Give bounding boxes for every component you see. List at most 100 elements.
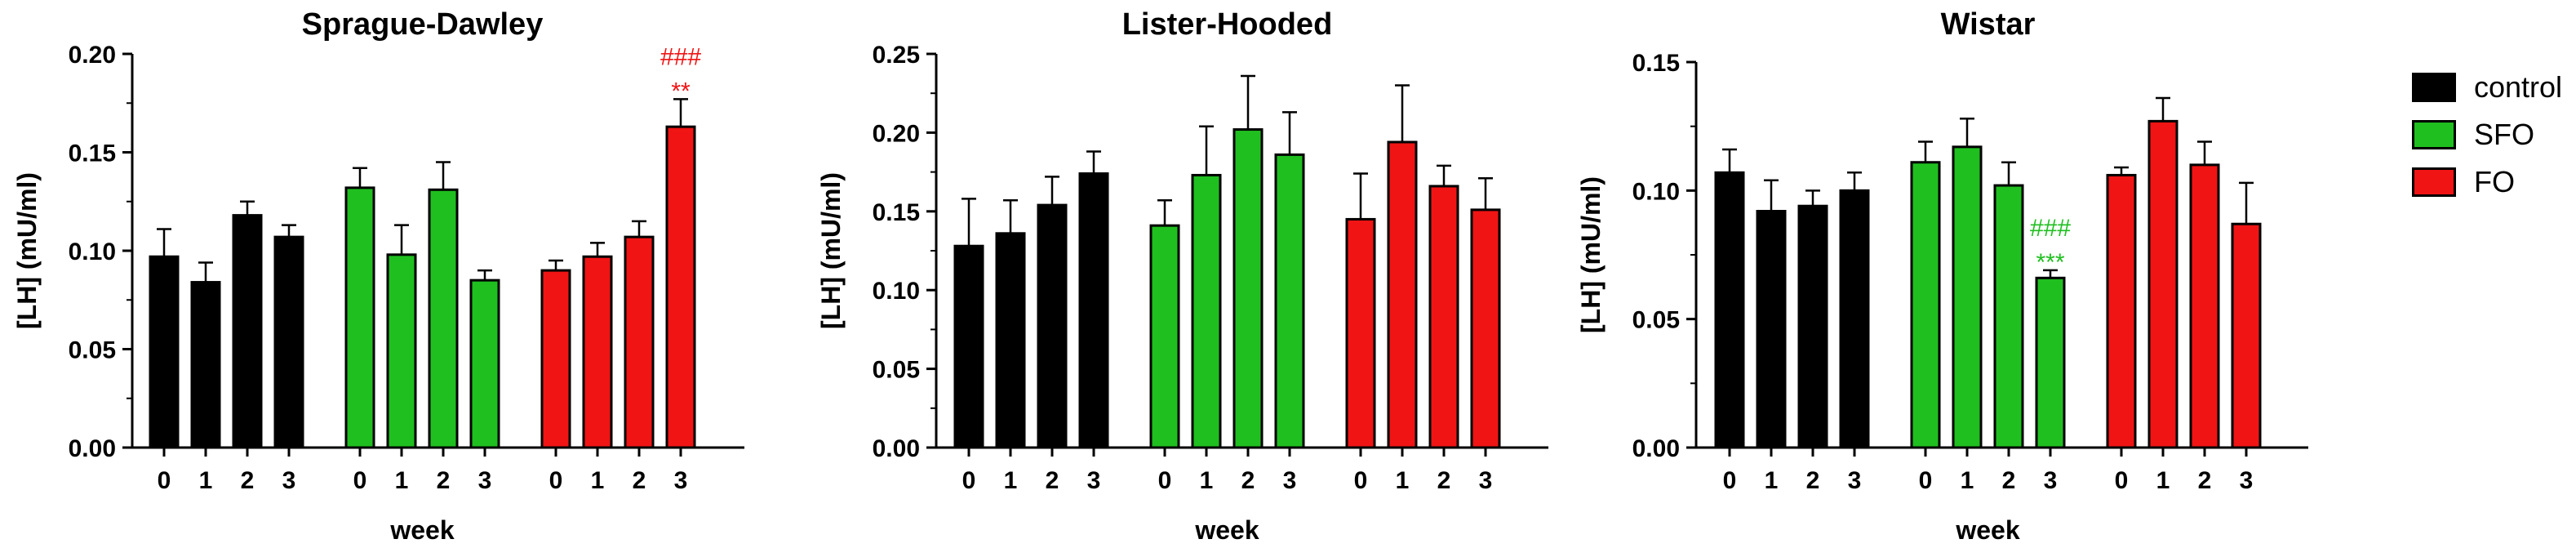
- significance-marker: ###: [660, 43, 701, 70]
- x-tick-label: 1: [1961, 467, 1974, 494]
- bar-fo-week-3: [665, 125, 696, 449]
- bar-control-week-2: [1037, 203, 1068, 449]
- legend-swatch-fo: [2412, 167, 2456, 197]
- legend: control SFO FO: [2412, 64, 2562, 206]
- x-tick-label: 1: [199, 467, 213, 494]
- y-tick-label: 0.15: [873, 199, 920, 226]
- y-tick-label: 0.20: [69, 42, 116, 69]
- legend-label-sfo: SFO: [2474, 118, 2535, 151]
- bar-sfo-week-1: [386, 253, 417, 449]
- bar-fo-week-2: [2189, 163, 2220, 449]
- x-tick-label: 0: [549, 467, 563, 494]
- x-tick-label: 3: [282, 467, 296, 494]
- y-tick-label: 0.00: [1632, 435, 1680, 462]
- x-tick-label: 1: [1396, 467, 1410, 494]
- legend-swatch-control: [2412, 73, 2456, 102]
- bar-sfo-week-0: [1149, 224, 1180, 449]
- bar-fo-week-0: [540, 269, 571, 449]
- chart-title: Wistar: [1941, 7, 2036, 42]
- bar-sfo-week-1: [1952, 145, 1983, 449]
- x-tick-label: 2: [1046, 467, 1059, 494]
- bar-sfo-week-3: [469, 278, 500, 449]
- bar-control-week-3: [1839, 189, 1870, 449]
- bar-sfo-week-2: [1993, 184, 2024, 449]
- bar-control-week-1: [190, 281, 221, 449]
- bar-sfo-week-1: [1191, 173, 1222, 449]
- x-tick-label: 3: [1087, 467, 1101, 494]
- bar-sfo-week-3: [1274, 153, 1305, 449]
- x-tick-label: 0: [353, 467, 367, 494]
- x-tick-label: 1: [1200, 467, 1214, 494]
- x-axis-label: week: [1955, 515, 2019, 545]
- bar-sfo-week-2: [1232, 128, 1264, 449]
- bar-control-week-1: [995, 232, 1026, 449]
- y-tick-label: 0.05: [69, 337, 116, 364]
- bar-control-week-1: [1756, 210, 1787, 449]
- x-tick-label: 3: [2044, 467, 2058, 494]
- legend-item-control: control: [2412, 64, 2562, 111]
- x-tick-label: 2: [1437, 467, 1451, 494]
- bar-sfo-week-2: [428, 188, 459, 449]
- bar-control-week-0: [953, 244, 984, 449]
- x-tick-label: 2: [1806, 467, 1820, 494]
- bar-fo-week-3: [1470, 208, 1501, 449]
- bar-fo-week-2: [624, 235, 655, 449]
- y-tick-label: 0.15: [69, 140, 116, 167]
- bar-control-week-0: [1714, 171, 1745, 449]
- x-tick-label: 0: [1919, 467, 1933, 494]
- y-tick-label: 0.10: [873, 278, 920, 305]
- x-tick-label: 1: [395, 467, 409, 494]
- x-tick-label: 3: [1479, 467, 1493, 494]
- significance-marker: **: [671, 78, 691, 105]
- x-tick-label: 3: [478, 467, 492, 494]
- y-tick-label: 0.00: [873, 435, 920, 462]
- y-tick-label: 0.05: [1632, 307, 1680, 334]
- x-tick-label: 0: [158, 467, 171, 494]
- bar-sfo-week-0: [344, 186, 375, 449]
- x-tick-label: 3: [2240, 467, 2254, 494]
- bar-control-week-2: [1797, 204, 1828, 449]
- y-tick-label: 0.00: [69, 435, 116, 462]
- significance-marker: ###: [2030, 215, 2071, 242]
- legend-swatch-sfo: [2412, 120, 2456, 149]
- x-tick-label: 3: [1283, 467, 1297, 494]
- bar-sfo-week-3: [2035, 276, 2066, 449]
- bar-control-week-3: [1078, 172, 1109, 449]
- x-tick-label: 1: [591, 467, 605, 494]
- bar-control-week-3: [273, 235, 304, 449]
- x-tick-label: 1: [2156, 467, 2170, 494]
- bar-fo-week-0: [2106, 173, 2137, 449]
- y-axis-label: [LH] (mU/ml): [1576, 176, 1606, 333]
- chart-title: Sprague-Dawley: [302, 7, 544, 42]
- bar-fo-week-1: [2147, 119, 2178, 449]
- x-tick-label: 0: [1723, 467, 1737, 494]
- bar-sfo-week-0: [1910, 161, 1941, 449]
- x-tick-label: 2: [2002, 467, 2016, 494]
- significance-marker: ***: [2036, 249, 2064, 276]
- legend-label-control: control: [2474, 70, 2563, 104]
- y-tick-label: 0.25: [873, 42, 920, 69]
- x-tick-label: 2: [437, 467, 451, 494]
- x-tick-label: 2: [1241, 467, 1255, 494]
- x-tick-label: 1: [1004, 467, 1018, 494]
- y-tick-label: 0.15: [1632, 50, 1680, 77]
- y-tick-label: 0.10: [69, 238, 116, 265]
- bar-fo-week-1: [582, 255, 613, 449]
- bar-fo-week-1: [1387, 140, 1418, 449]
- bar-fo-week-2: [1428, 185, 1459, 449]
- legend-item-sfo: SFO: [2412, 111, 2562, 158]
- x-axis-label: week: [1194, 515, 1259, 545]
- x-tick-label: 3: [1848, 467, 1862, 494]
- chart-panel-1: Lister-Hooded 0.00 0.05 0.10 0.15 0.20 0.25 [LH…: [816, 7, 1548, 545]
- y-axis-label: [LH] (mU/ml): [816, 172, 846, 329]
- chart-title: Lister-Hooded: [1122, 7, 1333, 42]
- x-tick-label: 2: [2198, 467, 2212, 494]
- bar-fo-week-3: [2231, 222, 2262, 449]
- x-tick-label: 3: [674, 467, 688, 494]
- x-tick-label: 1: [1765, 467, 1779, 494]
- legend-label-fo: FO: [2474, 165, 2515, 198]
- y-tick-label: 0.20: [873, 120, 920, 147]
- x-tick-label: 2: [241, 467, 255, 494]
